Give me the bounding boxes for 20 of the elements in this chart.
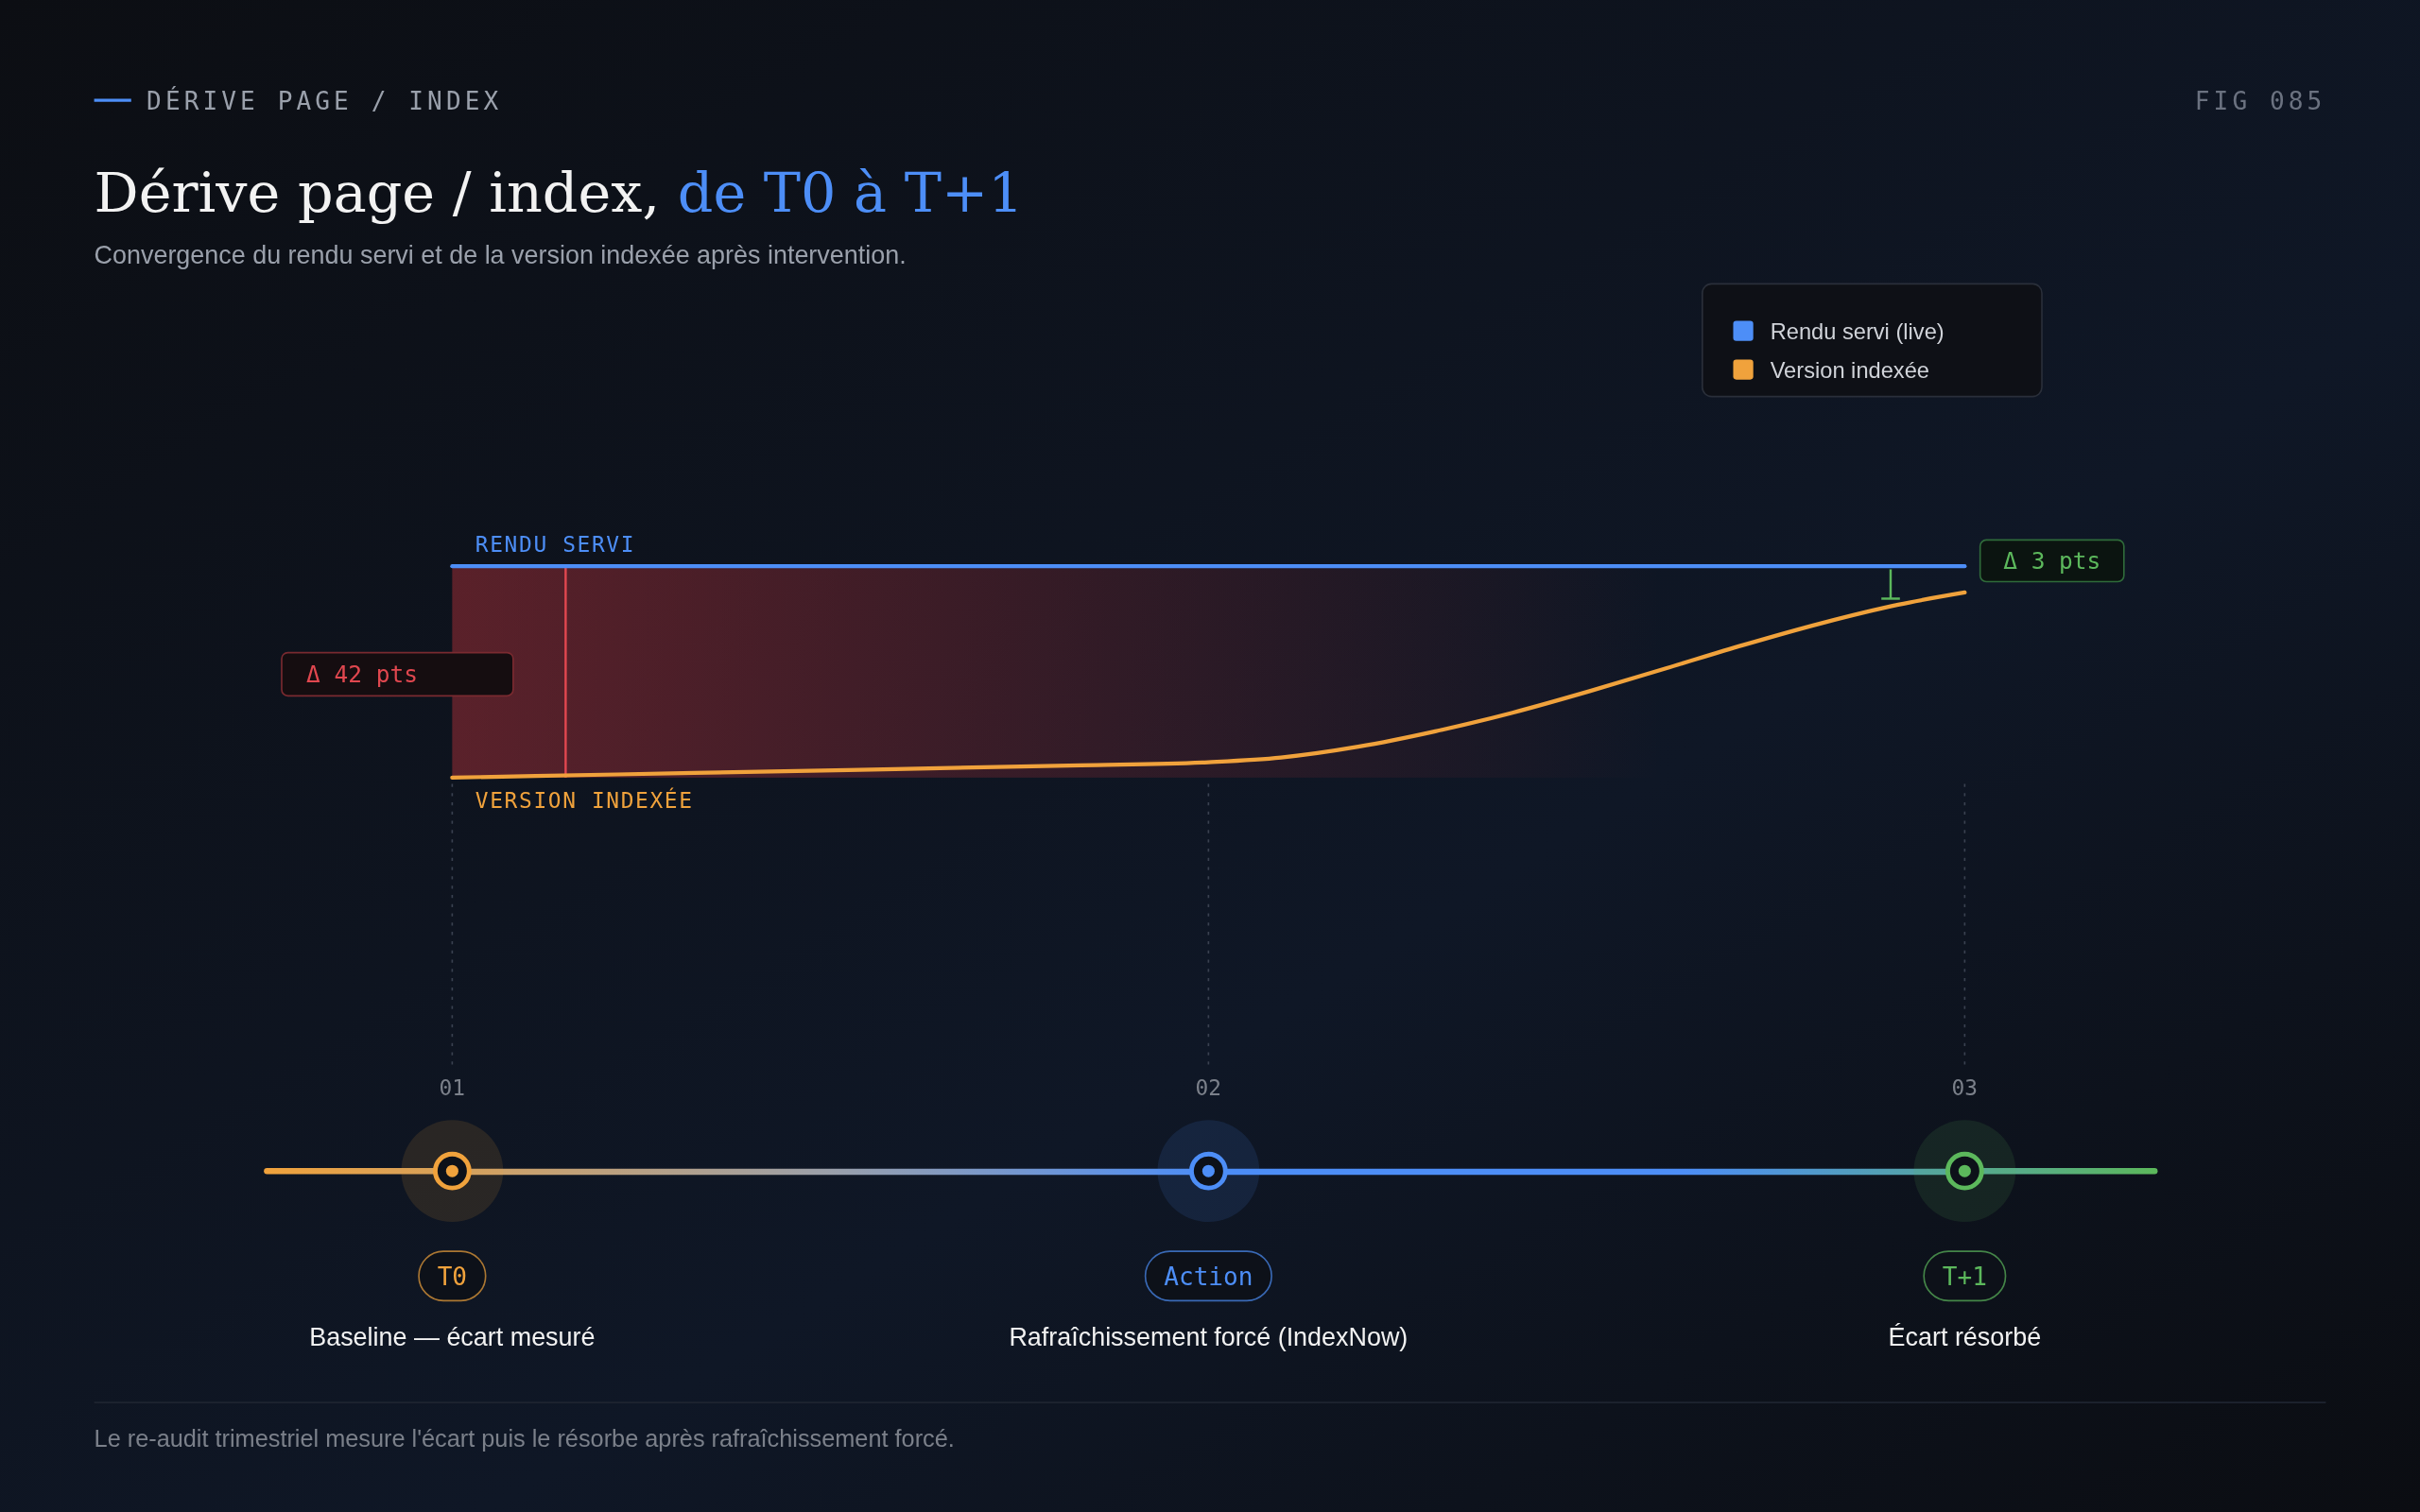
text: T0	[437, 1263, 468, 1291]
text: T+1	[1942, 1263, 1987, 1291]
text: Écart résorbé	[1888, 1322, 2042, 1351]
chart-subtitle: Convergence du rendu servi et de la version indexée après intervention.	[94, 241, 907, 270]
text: Baseline — écart mesuré	[309, 1322, 596, 1351]
text: Action	[1164, 1263, 1253, 1291]
annotation: RENDU SERVI	[475, 532, 636, 558]
legend-label: Rendu servi (live)	[1770, 319, 1945, 345]
legend-label: Version indexée	[1770, 358, 1929, 383]
chart-title: Dérive page / index, de T0 à T+1	[94, 159, 1024, 225]
text: Rafraîchissement forcé (IndexNow)	[1009, 1322, 1409, 1351]
text: Δ 3 pts	[2003, 547, 2101, 576]
x-tick-label: 02	[1195, 1075, 1222, 1101]
text: Le re-audit trimestriel mesure l'écart puis le résorbe après rafraîchissement forcé.	[94, 1425, 955, 1452]
caption: FIG 085	[2194, 86, 2326, 115]
ref-line-label: Δ 42 pts	[306, 660, 418, 688]
x-tick-label: 01	[439, 1075, 466, 1101]
text: DÉRIVE PAGE / INDEX	[147, 85, 503, 115]
annotation: VERSION INDEXÉE	[475, 787, 694, 814]
x-tick-label: 03	[1951, 1075, 1979, 1101]
